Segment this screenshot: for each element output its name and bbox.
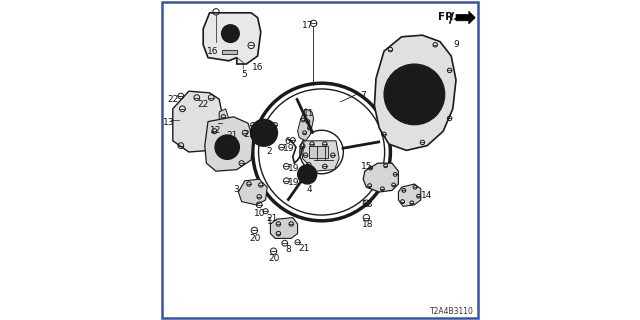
Circle shape [298, 165, 317, 184]
Polygon shape [364, 163, 398, 192]
Polygon shape [270, 218, 298, 238]
Text: 14: 14 [421, 191, 433, 200]
Text: 6: 6 [285, 137, 291, 146]
Text: 21: 21 [227, 131, 238, 140]
Polygon shape [309, 146, 328, 158]
Text: 13: 13 [163, 118, 175, 127]
Text: 5: 5 [242, 70, 247, 79]
Circle shape [384, 64, 445, 125]
Text: 19: 19 [283, 144, 294, 153]
Polygon shape [398, 184, 421, 206]
Polygon shape [223, 50, 237, 54]
Polygon shape [374, 35, 456, 150]
Text: 10: 10 [254, 209, 266, 218]
Text: 22: 22 [167, 95, 179, 104]
Text: 19: 19 [288, 164, 300, 173]
Text: FR.: FR. [438, 12, 458, 22]
Polygon shape [302, 141, 339, 171]
Text: 21: 21 [266, 214, 278, 223]
Polygon shape [239, 179, 268, 205]
Circle shape [215, 135, 239, 159]
Polygon shape [173, 91, 223, 152]
Text: 3: 3 [233, 185, 239, 194]
Polygon shape [204, 13, 261, 64]
Text: 21: 21 [243, 130, 255, 139]
Text: 2: 2 [266, 147, 272, 156]
Circle shape [221, 25, 239, 43]
Text: 15: 15 [361, 162, 372, 171]
Text: 18: 18 [362, 220, 373, 229]
Polygon shape [205, 117, 253, 171]
Text: 8: 8 [285, 245, 291, 254]
Text: 17: 17 [302, 21, 314, 30]
Text: 16: 16 [252, 63, 264, 72]
Text: 12: 12 [210, 126, 221, 135]
Text: 21: 21 [298, 244, 310, 253]
Text: 1: 1 [268, 217, 273, 226]
Text: H: H [228, 30, 234, 39]
Circle shape [258, 126, 270, 139]
Text: 7: 7 [360, 91, 365, 100]
Polygon shape [298, 109, 314, 141]
Text: T2A4B3110: T2A4B3110 [429, 307, 474, 316]
Text: 11: 11 [303, 109, 315, 118]
Text: 18: 18 [362, 200, 373, 209]
Text: 9: 9 [454, 40, 460, 49]
Text: 16: 16 [207, 47, 219, 56]
Polygon shape [456, 11, 475, 24]
Polygon shape [219, 109, 229, 128]
Circle shape [251, 119, 278, 146]
Text: 20: 20 [268, 254, 280, 263]
Text: 20: 20 [249, 234, 260, 243]
Text: 19: 19 [288, 178, 300, 187]
Text: 22: 22 [198, 100, 209, 109]
Text: 4: 4 [307, 185, 312, 194]
